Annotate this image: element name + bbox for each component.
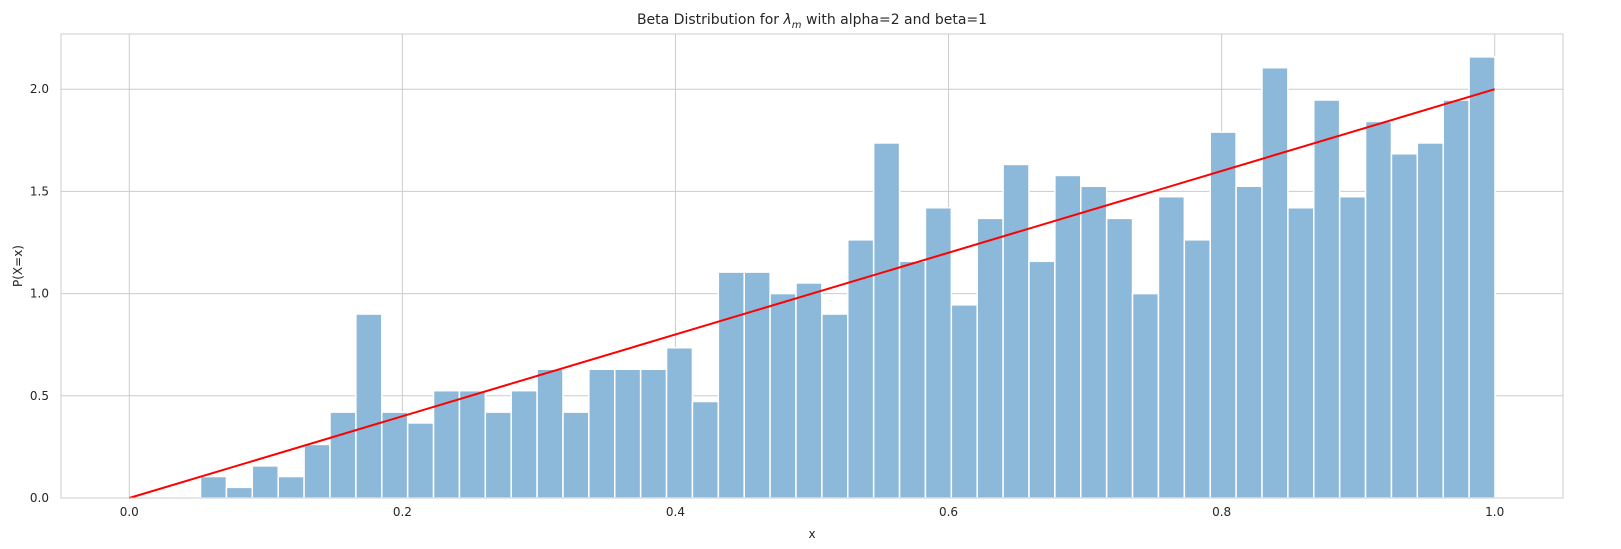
histogram-bar xyxy=(458,389,487,499)
histogram-bar xyxy=(743,271,771,499)
histogram-bar xyxy=(588,368,616,499)
x-tick-label: 0.2 xyxy=(393,505,412,519)
histogram-bar xyxy=(1131,292,1160,499)
histogram-bar xyxy=(562,411,590,499)
histogram-bar xyxy=(717,271,745,499)
y-tick-label: 0.0 xyxy=(30,491,49,505)
x-tick-label: 0.8 xyxy=(1212,505,1231,519)
y-tick-label: 1.5 xyxy=(30,184,49,198)
histogram-bar xyxy=(1235,185,1263,499)
histogram-bar xyxy=(950,304,978,499)
chart-title-prefix: Beta Distribution for xyxy=(637,12,784,28)
histogram-bar xyxy=(1416,142,1444,499)
histogram-bar xyxy=(1442,99,1470,499)
histogram-bar xyxy=(1002,163,1030,499)
histogram-bar xyxy=(872,142,901,499)
y-axis-label: P(X=x) xyxy=(11,245,25,287)
histogram-bar xyxy=(1157,195,1186,499)
histogram-bar xyxy=(898,260,927,499)
chart-title: Beta Distribution for λm with alpha=2 an… xyxy=(637,12,987,31)
histogram-bar xyxy=(1209,131,1237,499)
histogram-bar xyxy=(1390,153,1419,499)
x-axis-label: x xyxy=(808,527,815,541)
histogram-bar xyxy=(484,411,512,499)
chart-title-subscript: m xyxy=(792,20,802,31)
histogram-bar xyxy=(769,292,797,499)
histogram-bar xyxy=(381,411,409,499)
histogram-bar xyxy=(976,217,1004,499)
histogram-bar xyxy=(1261,66,1289,499)
pdf-line xyxy=(128,88,1496,499)
histogram-bar xyxy=(406,422,435,499)
histogram-bar xyxy=(432,389,461,499)
histogram-bar xyxy=(1105,217,1134,499)
histogram-bar xyxy=(1364,120,1393,499)
y-tick-label: 2.0 xyxy=(30,82,49,96)
histogram-bar xyxy=(795,282,823,499)
x-tick-label: 0.0 xyxy=(120,505,139,519)
chart-title-symbol: λ xyxy=(783,12,792,28)
histogram-bar xyxy=(1313,99,1341,499)
x-tick-label: 0.6 xyxy=(939,505,958,519)
pdf-line-layer xyxy=(128,88,1496,499)
histogram-bar xyxy=(924,206,953,499)
histogram-bar xyxy=(1054,174,1082,499)
histogram-bar xyxy=(691,400,720,499)
histogram-bar xyxy=(1183,239,1211,499)
histogram-bar xyxy=(277,475,305,499)
histogram-bars xyxy=(199,56,1496,499)
y-tick-label: 0.5 xyxy=(30,389,49,403)
histogram-bar xyxy=(1468,56,1496,499)
x-tick-label: 1.0 xyxy=(1485,505,1504,519)
chart-title-suffix: with alpha=2 and beta=1 xyxy=(802,12,988,28)
histogram-bar xyxy=(329,411,357,499)
histogram-bar xyxy=(355,313,383,499)
histogram-bar xyxy=(614,368,642,499)
histogram-bar xyxy=(1028,260,1056,499)
y-tick-labels: 0.0 0.5 1.0 1.5 2.0 xyxy=(30,82,49,505)
x-tick-label: 0.4 xyxy=(666,505,685,519)
x-tick-labels: 0.0 0.2 0.4 0.6 0.8 1.0 xyxy=(120,505,1505,519)
histogram-bar xyxy=(536,368,564,499)
histogram-bar xyxy=(199,475,228,499)
histogram-bar xyxy=(251,465,279,499)
histogram-bar xyxy=(1080,185,1108,499)
histogram-bar xyxy=(639,368,668,499)
histogram-bar xyxy=(510,389,538,499)
histogram-bar xyxy=(225,486,254,499)
histogram-bar xyxy=(303,443,331,499)
histogram-bar xyxy=(821,313,849,499)
histogram-bar xyxy=(1287,206,1315,499)
histogram-bar xyxy=(665,347,694,499)
y-tick-label: 1.0 xyxy=(30,287,49,301)
plot-frame xyxy=(60,33,1564,499)
histogram-bar xyxy=(1338,195,1367,499)
